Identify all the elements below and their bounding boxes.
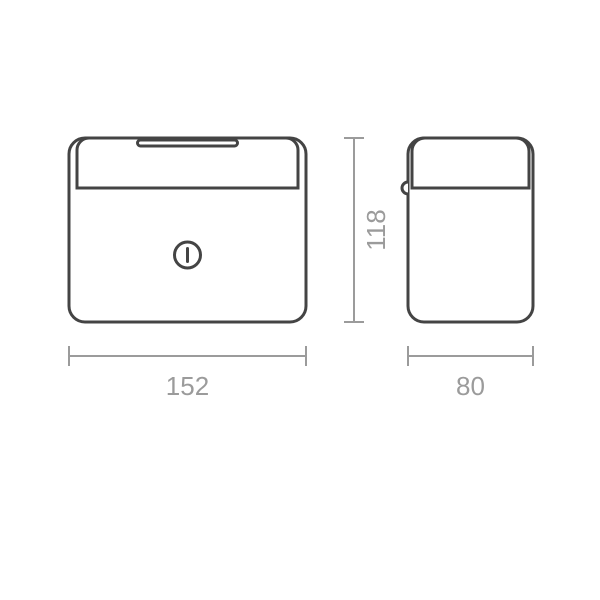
front-lid-slot — [138, 140, 238, 146]
side-lid — [412, 138, 529, 188]
dimension-diagram: 118 152 80 — [0, 0, 600, 600]
dim-height-label: 118 — [361, 209, 391, 250]
side-hinge — [402, 182, 408, 194]
dim-width-front-label: 152 — [166, 371, 209, 401]
dim-depth-side: 80 — [408, 346, 533, 401]
front-view — [69, 138, 306, 322]
dim-width-front: 152 — [69, 346, 306, 401]
dim-height: 118 — [344, 138, 391, 322]
dim-depth-side-label: 80 — [456, 371, 485, 401]
side-view — [402, 138, 533, 322]
side-body — [408, 138, 533, 322]
front-body — [69, 138, 306, 322]
